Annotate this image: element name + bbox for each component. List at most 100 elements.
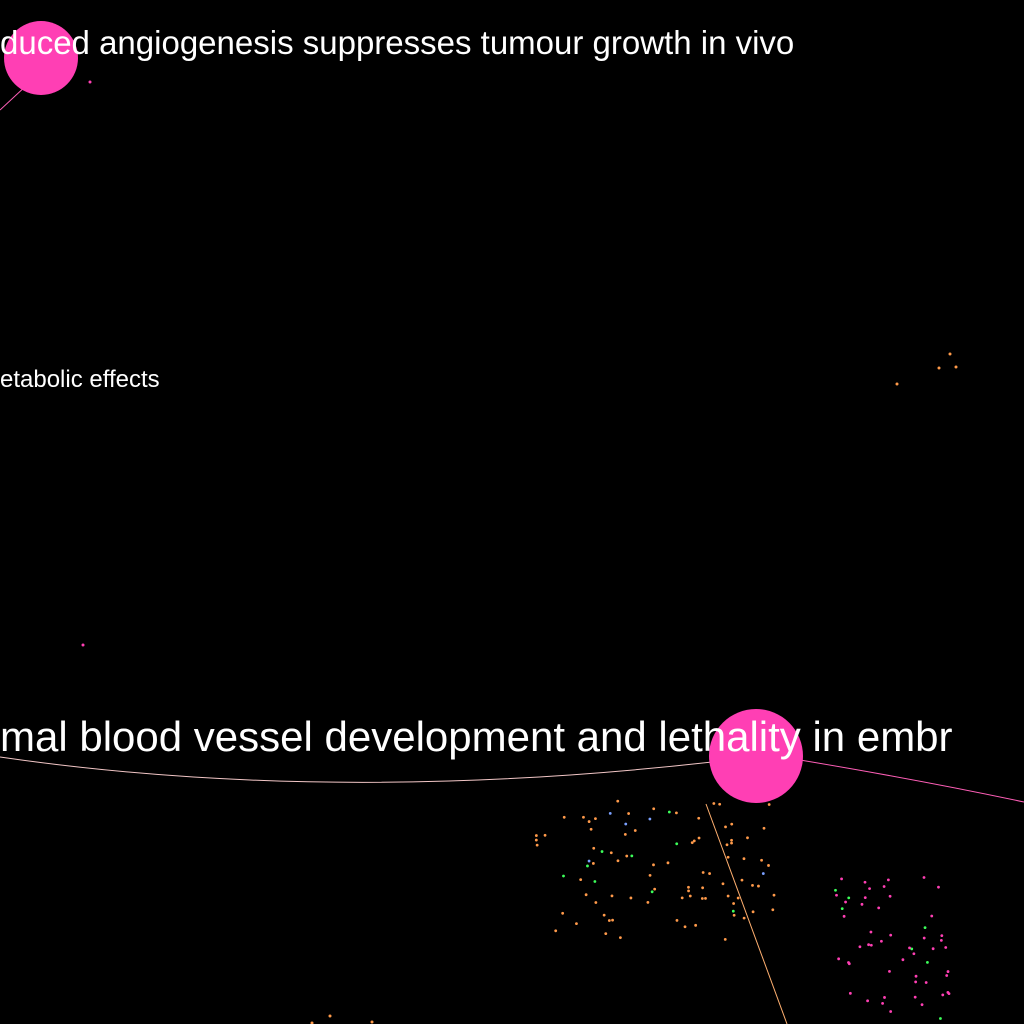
graph-node — [736, 896, 740, 900]
graph-node — [931, 947, 935, 951]
graph-node — [948, 352, 952, 356]
graph-node — [582, 815, 585, 819]
graph-node — [922, 876, 926, 879]
graph-node — [652, 863, 655, 867]
graph-node — [930, 914, 934, 918]
graph-node — [732, 902, 736, 905]
graph-hub-nodes — [4, 21, 803, 803]
graph-node — [712, 802, 716, 805]
graph-node — [725, 843, 729, 847]
graph-node — [608, 811, 612, 815]
graph-node — [594, 901, 598, 904]
graph-node — [732, 913, 736, 917]
graph-node — [895, 382, 899, 386]
graph-node — [594, 817, 597, 821]
graph-node — [740, 878, 744, 882]
graph-node — [700, 897, 704, 900]
graph-node — [650, 890, 654, 894]
graph-node — [914, 980, 918, 984]
graph-node — [575, 922, 578, 926]
graph-node — [534, 838, 538, 842]
graph-node — [610, 894, 614, 898]
graph-node — [889, 1010, 893, 1013]
graph-node — [562, 815, 566, 819]
graph-node — [910, 947, 914, 951]
graph-node — [680, 896, 684, 900]
graph-node — [667, 810, 671, 814]
graph-node — [604, 932, 608, 935]
graph-node — [81, 643, 85, 647]
graph-node — [835, 893, 838, 897]
graph-node — [877, 906, 881, 910]
graph-node — [721, 882, 725, 886]
graph-node — [648, 873, 652, 877]
graph-node — [761, 872, 765, 875]
graph-node — [648, 817, 652, 821]
graph-node — [726, 894, 730, 898]
graph-node — [692, 839, 696, 843]
graph-node — [731, 909, 735, 913]
graph-node — [609, 851, 613, 855]
graph-node — [726, 855, 730, 859]
graph-node — [602, 913, 606, 917]
graph-node — [328, 1014, 332, 1018]
graph-node — [697, 836, 701, 840]
graph-node — [940, 934, 944, 937]
graph-node — [627, 812, 631, 815]
graph-node — [619, 936, 622, 940]
graph-node — [629, 896, 633, 900]
graph-node — [946, 970, 950, 973]
graph-node — [760, 858, 763, 862]
graph-node — [842, 914, 846, 918]
graph-node — [920, 1003, 924, 1007]
graph-node — [869, 943, 873, 947]
graph-node — [687, 889, 690, 893]
graph-node — [847, 896, 851, 900]
graph-node — [863, 896, 867, 899]
graph-node — [908, 946, 911, 950]
graph-edge-diagonal — [705, 803, 788, 1024]
graph-node — [771, 908, 775, 912]
graph-node — [690, 841, 694, 845]
graph-node — [607, 919, 611, 922]
graph-node — [730, 822, 734, 826]
graph-node — [543, 833, 547, 837]
graph-node — [858, 945, 862, 949]
graph-node — [937, 885, 940, 889]
graph-node — [868, 887, 871, 891]
graph-node — [683, 925, 687, 929]
graph-node — [535, 843, 539, 847]
graph-node — [751, 910, 755, 914]
graph-node — [886, 878, 890, 882]
graph-node — [746, 836, 749, 840]
graph-node — [912, 952, 916, 956]
graph-node — [701, 871, 705, 874]
graph-node — [624, 822, 628, 826]
graph-node — [762, 826, 766, 830]
graph-node — [616, 799, 620, 803]
graph-node — [310, 1021, 314, 1024]
graph-node — [554, 929, 558, 933]
graph-node — [633, 829, 637, 832]
graph-node — [923, 926, 927, 930]
graph-node — [922, 936, 926, 940]
graph-node — [889, 933, 893, 937]
graph-node — [834, 888, 837, 892]
graph-node — [591, 862, 595, 865]
graph-node — [913, 995, 917, 999]
graph-node — [888, 969, 891, 973]
graph-node — [587, 859, 591, 863]
graph-node — [937, 366, 941, 370]
graph-node — [941, 993, 945, 997]
graph-node — [675, 918, 679, 922]
graph-node — [586, 864, 589, 868]
graph-node — [653, 887, 657, 891]
graph-node — [901, 958, 905, 962]
graph-node — [848, 991, 852, 995]
graph-node — [561, 911, 565, 915]
graph-edge-bottom-right — [799, 759, 1024, 803]
graph-node — [708, 872, 711, 875]
graph-node — [847, 962, 851, 966]
graph-node — [837, 957, 841, 961]
